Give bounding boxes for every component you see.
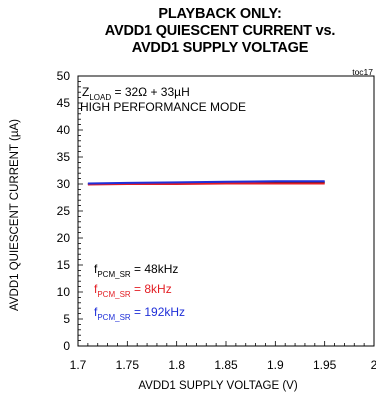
legend-value: = 8kHz (131, 282, 172, 296)
load-subscript: LOAD (89, 93, 111, 102)
y-tick-label: 10 (57, 285, 71, 299)
x-tick-label: 1.7 (70, 358, 87, 372)
x-tick-label: 1.75 (116, 358, 140, 372)
y-tick-label: 50 (57, 69, 71, 83)
x-tick-label: 1.95 (313, 358, 337, 372)
legend-subscript: PCM_SR (97, 313, 131, 322)
x-tick-label: 1.85 (214, 358, 238, 372)
figure-id: toc17 (352, 67, 373, 77)
legend-entry-8kHz: fPCM_SR = 8kHz (94, 282, 172, 299)
legend-value: = 192kHz (131, 305, 185, 319)
legend-prefix: f (94, 305, 98, 319)
y-axis-label: AVDD1 QUIESCENT CURRENT (µA) (9, 119, 21, 311)
series-line-8kHz (87, 182, 325, 186)
x-tick-label: 2 (371, 358, 376, 372)
y-tick-label: 30 (57, 177, 71, 191)
load-condition-label: ZLOAD = 32Ω + 33µH (82, 85, 190, 102)
y-tick-label: 5 (63, 312, 70, 326)
load-prefix: Z (82, 85, 89, 99)
legend-entry-48kHz: fPCM_SR = 48kHz (94, 262, 178, 279)
load-value: = 32Ω + 33µH (111, 85, 190, 99)
legend-prefix: f (94, 262, 98, 276)
y-tick-label: 0 (63, 339, 70, 353)
x-tick-label: 1.8 (168, 358, 185, 372)
y-tick-label: 20 (57, 231, 71, 245)
chart-title-line-2: AVDD1 QUIESCENT CURRENT vs. (104, 23, 336, 39)
legend-subscript: PCM_SR (97, 290, 131, 299)
legend-entry-192kHz: fPCM_SR = 192kHz (94, 305, 185, 322)
chart-title-line-3: AVDD1 SUPPLY VOLTAGE (131, 40, 309, 56)
y-tick-label: 25 (57, 204, 71, 218)
y-tick-label: 15 (57, 258, 71, 272)
y-tick-label: 40 (57, 123, 71, 137)
x-tick-label: 1.9 (267, 358, 284, 372)
legend-value: = 48kHz (131, 262, 179, 276)
y-tick-label: 35 (57, 150, 71, 164)
series-line-192kHz (87, 180, 325, 185)
legend-prefix: f (94, 282, 98, 296)
plot-frame (77, 75, 375, 347)
x-axis-label: AVDD1 SUPPLY VOLTAGE (V) (138, 380, 298, 392)
legend-subscript: PCM_SR (97, 270, 131, 279)
y-tick-label: 45 (57, 96, 71, 110)
mode-label: HIGH PERFORMANCE MODE (80, 100, 246, 114)
chart-title-line-1: PLAYBACK ONLY: (158, 6, 282, 22)
series-layer (87, 180, 325, 186)
axis-ticks: 0 5 10 15 20 25 30 35 40 45 50 1.7 1.75 1.8 1.85 1.9 1.9… (57, 69, 376, 372)
